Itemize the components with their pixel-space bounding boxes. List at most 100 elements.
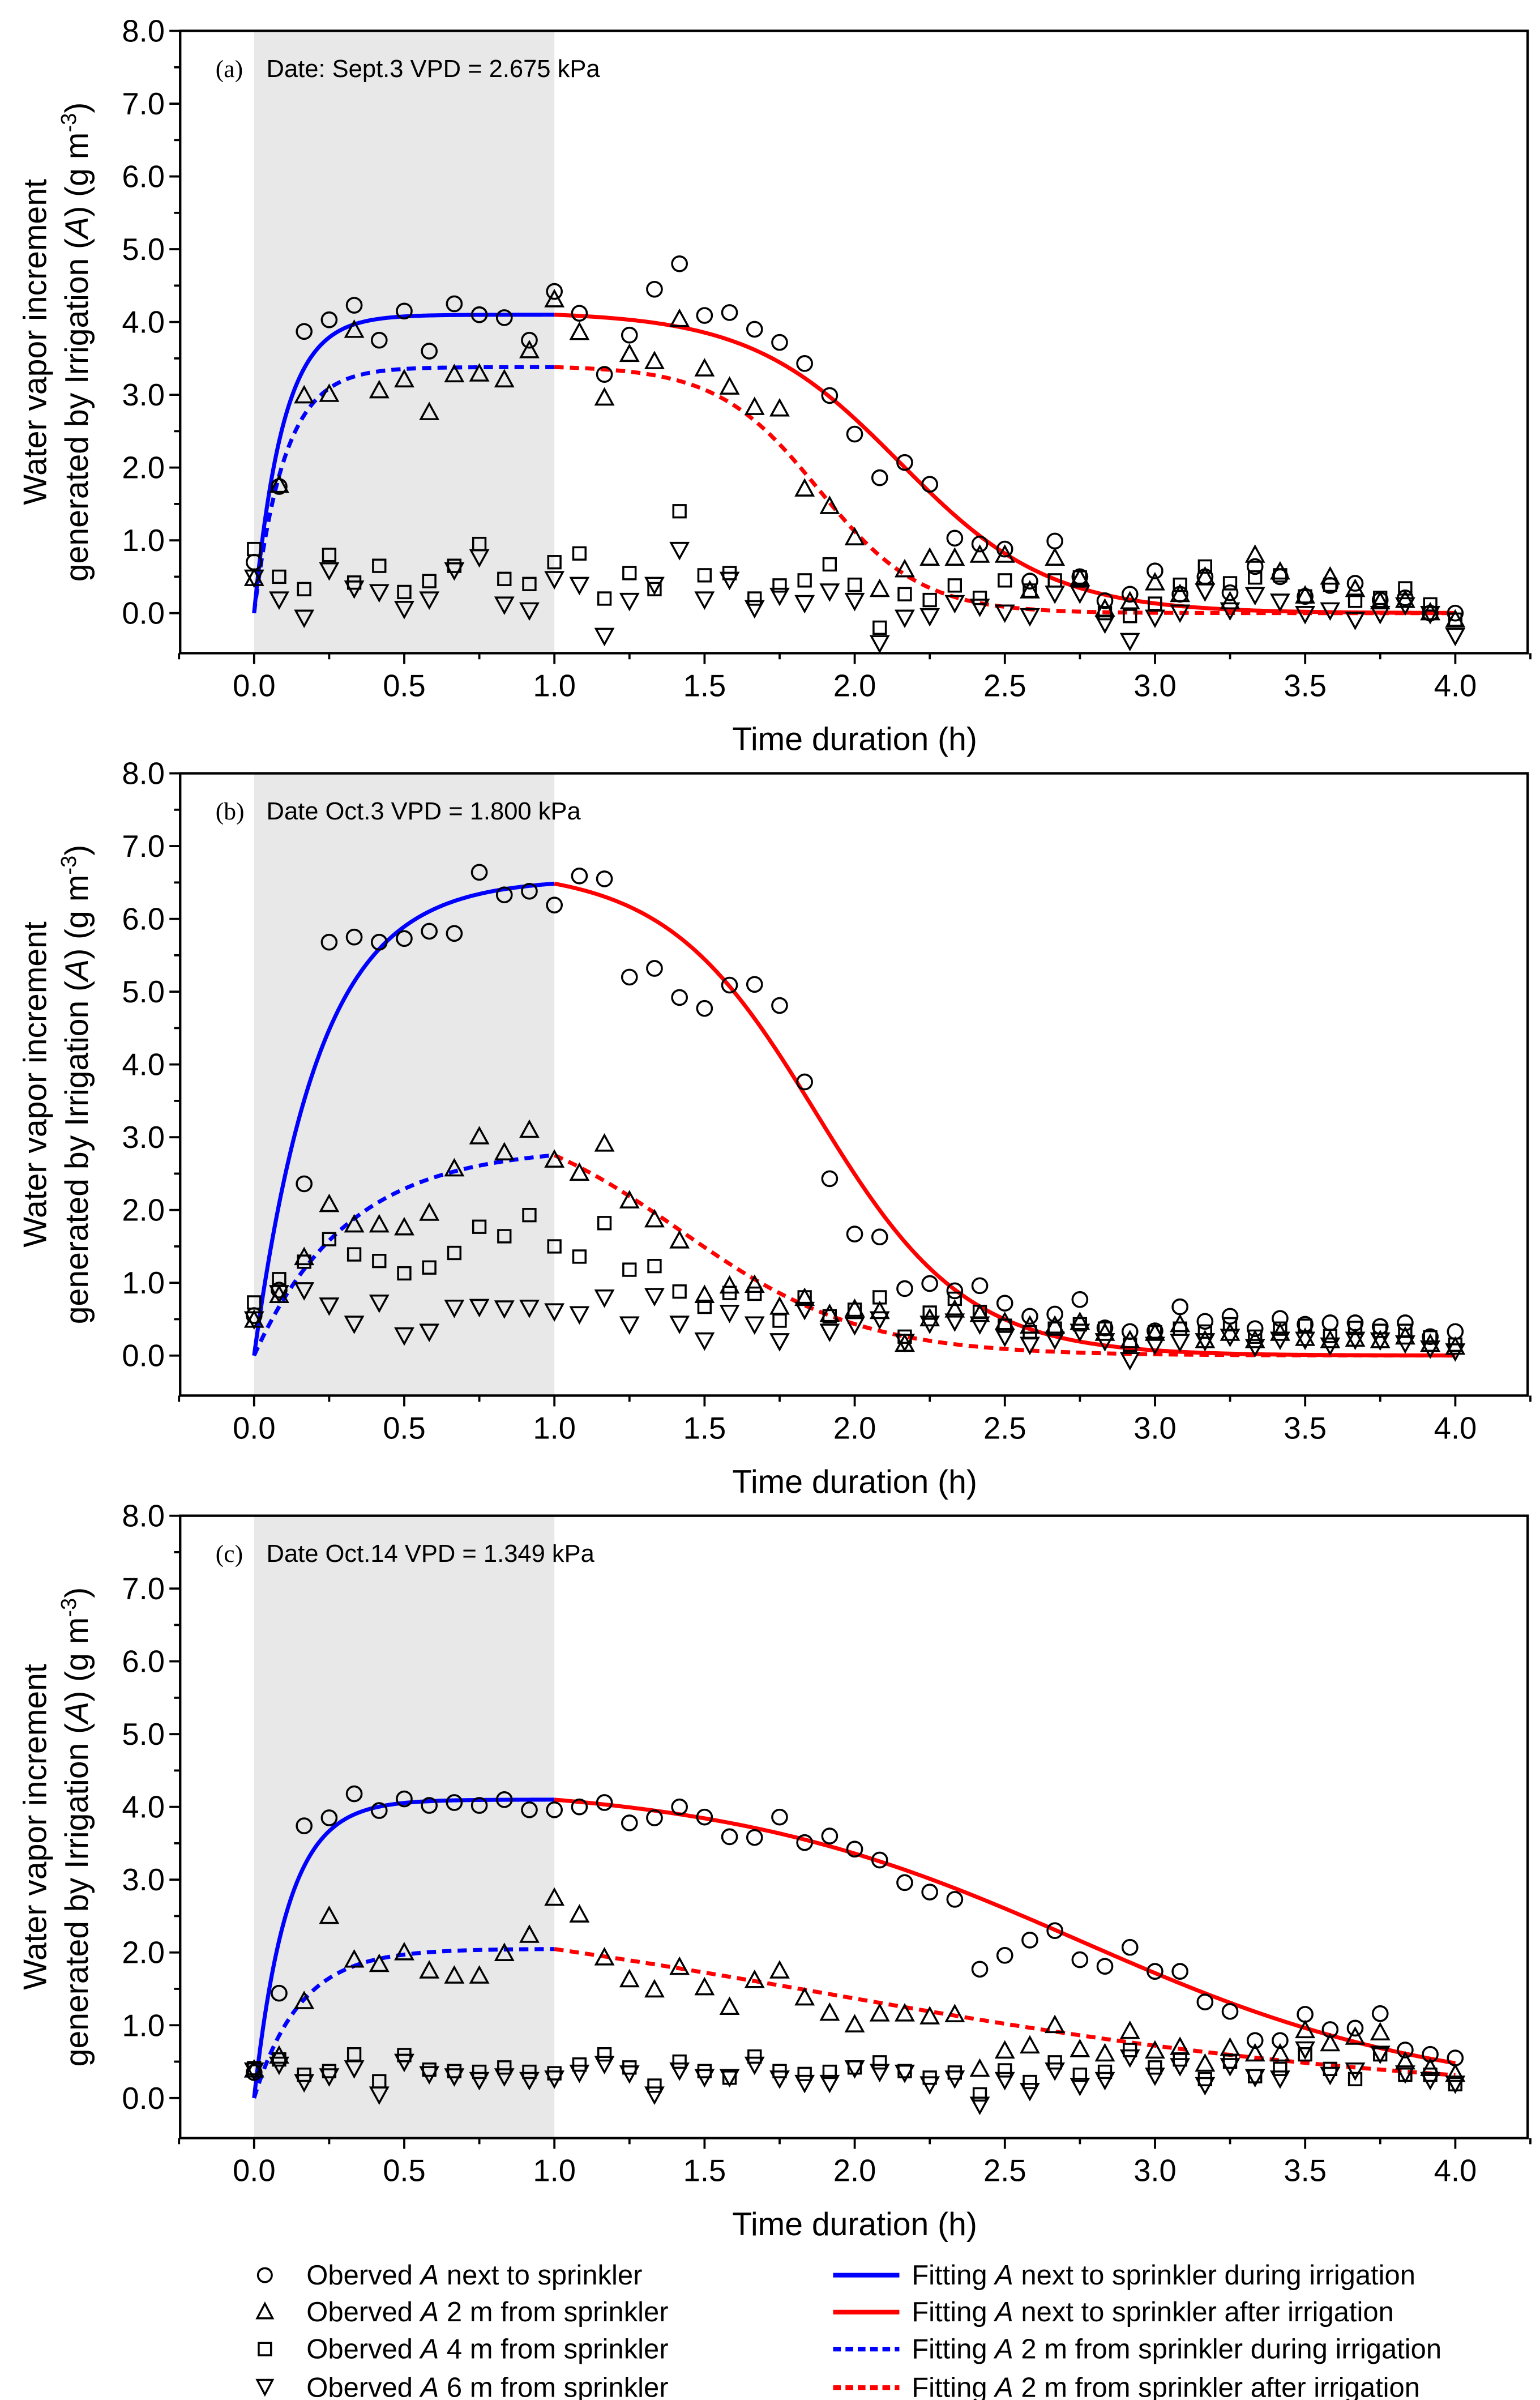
y-tick-label: 5.0 xyxy=(122,232,165,267)
data-point-circle xyxy=(846,425,863,443)
data-point-triangle-down xyxy=(1094,2072,1115,2091)
y-axis-title-part: ) (g m xyxy=(59,133,95,217)
data-point-triangle-down xyxy=(344,580,365,599)
x-tick-label: 1.5 xyxy=(683,1411,726,1446)
legend-label-pre: Oberved xyxy=(306,2260,420,2291)
data-point-square xyxy=(1348,1321,1363,1335)
data-point-square xyxy=(597,1216,612,1231)
legend-item-fit-next-after: Fitting A next to sprinkler after irriga… xyxy=(833,2297,1394,2328)
data-point-square xyxy=(547,1239,562,1254)
data-point-triangle-up xyxy=(694,1284,715,1303)
y-tick-label: 7.0 xyxy=(122,87,165,121)
data-point-square xyxy=(1123,1337,1137,1352)
data-point-square xyxy=(1047,2055,1062,2070)
data-point-circle xyxy=(871,1228,888,1246)
y-axis-title-line2: generated by Irrigation (A) (g m-3) xyxy=(57,103,95,582)
data-point-triangle-up xyxy=(869,578,890,597)
data-point-square xyxy=(922,1305,937,1320)
data-point-triangle-up xyxy=(494,369,515,388)
data-point-triangle-down xyxy=(1320,2066,1341,2086)
data-point-triangle-down xyxy=(744,600,765,619)
x-tick-label: 1.0 xyxy=(533,2154,576,2188)
data-point-triangle-down xyxy=(1370,606,1391,625)
irrigation-period-shading xyxy=(254,1515,555,2138)
data-point-square xyxy=(822,1309,837,1323)
data-point-circle xyxy=(296,1817,313,1834)
data-point-triangle-up xyxy=(1019,2035,1040,2054)
data-point-square xyxy=(1423,597,1438,612)
data-point-square xyxy=(747,591,762,606)
data-point-square xyxy=(1448,612,1462,627)
data-point-circle xyxy=(296,1175,313,1193)
data-point-square xyxy=(1148,2060,1162,2075)
data-point-triangle-down xyxy=(819,2074,840,2094)
data-point-triangle-down xyxy=(619,2065,640,2084)
data-point-square xyxy=(747,1286,762,1301)
data-point-triangle-up xyxy=(344,1214,365,1233)
data-point-triangle-up xyxy=(344,1949,365,1968)
data-point-square xyxy=(422,1260,437,1275)
y-tick-label: 4.0 xyxy=(122,305,165,340)
data-point-triangle-up xyxy=(319,1905,340,1924)
legend-label-pre: Fitting xyxy=(912,2297,995,2328)
series-circle xyxy=(245,864,1464,1346)
data-point-triangle-down xyxy=(694,1332,715,1351)
data-point-triangle-down xyxy=(1370,1332,1391,1351)
data-point-triangle-down xyxy=(344,2060,365,2079)
data-point-circle xyxy=(521,1801,538,1818)
data-point-square xyxy=(472,1219,487,1234)
data-point-triangle-up xyxy=(895,2002,915,2022)
data-point-triangle-up xyxy=(369,1214,390,1233)
data-point-triangle-up xyxy=(919,2006,940,2025)
data-point-triangle-up xyxy=(994,544,1015,563)
x-tick-label: 2.5 xyxy=(983,1411,1026,1446)
data-point-triangle-down xyxy=(719,1304,740,1323)
data-point-circle xyxy=(1046,532,1063,550)
data-point-triangle-down xyxy=(319,1297,340,1316)
legend-label-var: A xyxy=(993,2297,1013,2328)
data-point-triangle-down xyxy=(1070,2077,1090,2096)
data-point-triangle-up xyxy=(1195,1330,1216,1348)
data-point-circle xyxy=(370,933,388,951)
data-point-square xyxy=(1273,568,1287,583)
y-axis-title-line2: generated by Irrigation (A) (g m-3) xyxy=(57,1587,95,2066)
data-point-square xyxy=(1373,591,1388,605)
data-point-triangle-up xyxy=(1370,2022,1391,2041)
data-point-triangle-up xyxy=(243,2059,264,2078)
data-point-triangle-down xyxy=(1045,1331,1066,1351)
y-axis-title-part: A xyxy=(59,959,95,983)
data-point-square xyxy=(998,1318,1012,1333)
data-point-square xyxy=(897,1329,912,1344)
data-point-circle xyxy=(1196,1993,1214,2010)
data-point-triangle-up xyxy=(744,1969,765,1988)
data-point-circle xyxy=(696,307,713,324)
data-point-circle xyxy=(345,1785,363,1803)
data-point-triangle-down xyxy=(694,2069,715,2088)
data-point-circle xyxy=(796,355,813,372)
data-point-square xyxy=(1197,559,1212,574)
data-point-triangle-up xyxy=(1345,2026,1366,2045)
legend-label-var: A xyxy=(993,2260,1013,2291)
data-point-triangle-up xyxy=(844,2014,865,2032)
data-point-triangle-down xyxy=(1295,2041,1316,2060)
data-point-circle xyxy=(1121,1938,1139,1956)
data-point-square xyxy=(522,2064,537,2079)
data-point-circle xyxy=(696,1000,713,1017)
data-point-triangle-up xyxy=(644,1979,665,1998)
x-axis-title: Time duration (h) xyxy=(732,2206,977,2243)
data-point-square xyxy=(647,2078,662,2093)
legend-label-var: A xyxy=(419,2260,439,2291)
data-point-triangle-up xyxy=(369,1953,390,1972)
y-tick-label: 5.0 xyxy=(122,975,165,1009)
data-point-triangle-down xyxy=(1370,2045,1391,2065)
series-circle xyxy=(245,1785,1464,2081)
svg-text:Oberved A 6 m from sprinkler: Oberved A 6 m from sprinkler xyxy=(306,2372,668,2400)
data-point-triangle-up xyxy=(1070,2038,1090,2057)
data-point-square xyxy=(346,1247,362,1262)
data-point-circle xyxy=(596,366,613,383)
data-point-circle xyxy=(370,1802,388,1819)
x-axis-title: Time duration (h) xyxy=(732,1464,977,1500)
data-point-triangle-up xyxy=(669,1956,690,1975)
data-point-triangle-up xyxy=(769,398,790,417)
data-point-square xyxy=(397,1266,412,1281)
